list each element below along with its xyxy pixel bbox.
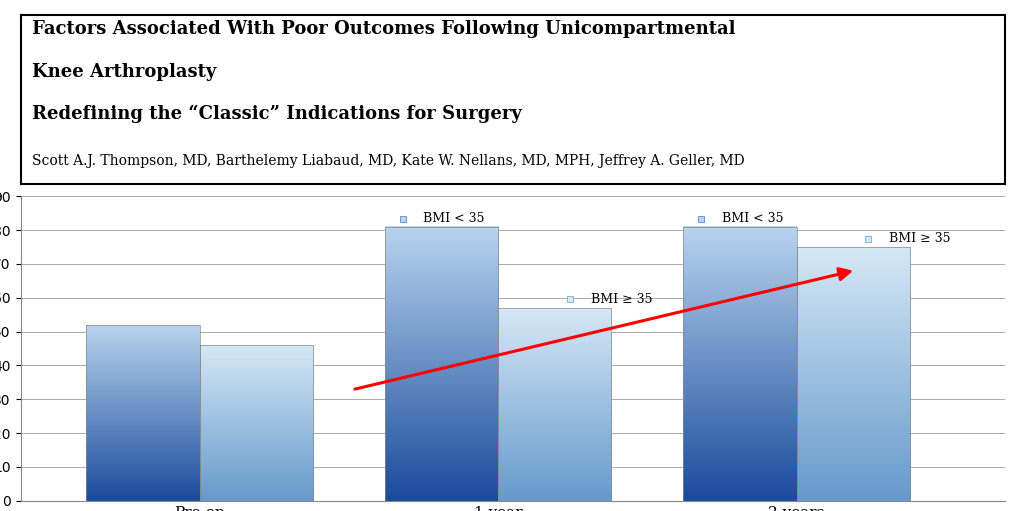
Bar	[683, 227, 796, 501]
Bar	[200, 345, 313, 501]
Bar	[796, 247, 910, 501]
Bar	[498, 308, 611, 501]
Text: BMI ≥ 35: BMI ≥ 35	[890, 232, 950, 245]
Bar	[385, 227, 498, 501]
Text: BMI < 35: BMI < 35	[424, 213, 485, 225]
Text: Redefining the “Classic” Indications for Surgery: Redefining the “Classic” Indications for…	[33, 105, 522, 123]
Text: BMI < 35: BMI < 35	[722, 213, 784, 225]
Text: Factors Associated With Poor Outcomes Following Unicompartmental: Factors Associated With Poor Outcomes Fo…	[33, 20, 736, 38]
Text: Scott A.J. Thompson, MD, Barthelemy Liabaud, MD, Kate W. Nellans, MD, MPH, Jeffr: Scott A.J. Thompson, MD, Barthelemy Liab…	[33, 154, 745, 168]
Text: BMI ≥ 35: BMI ≥ 35	[591, 293, 653, 306]
Bar	[86, 325, 200, 501]
Text: Knee Arthroplasty: Knee Arthroplasty	[33, 63, 216, 81]
